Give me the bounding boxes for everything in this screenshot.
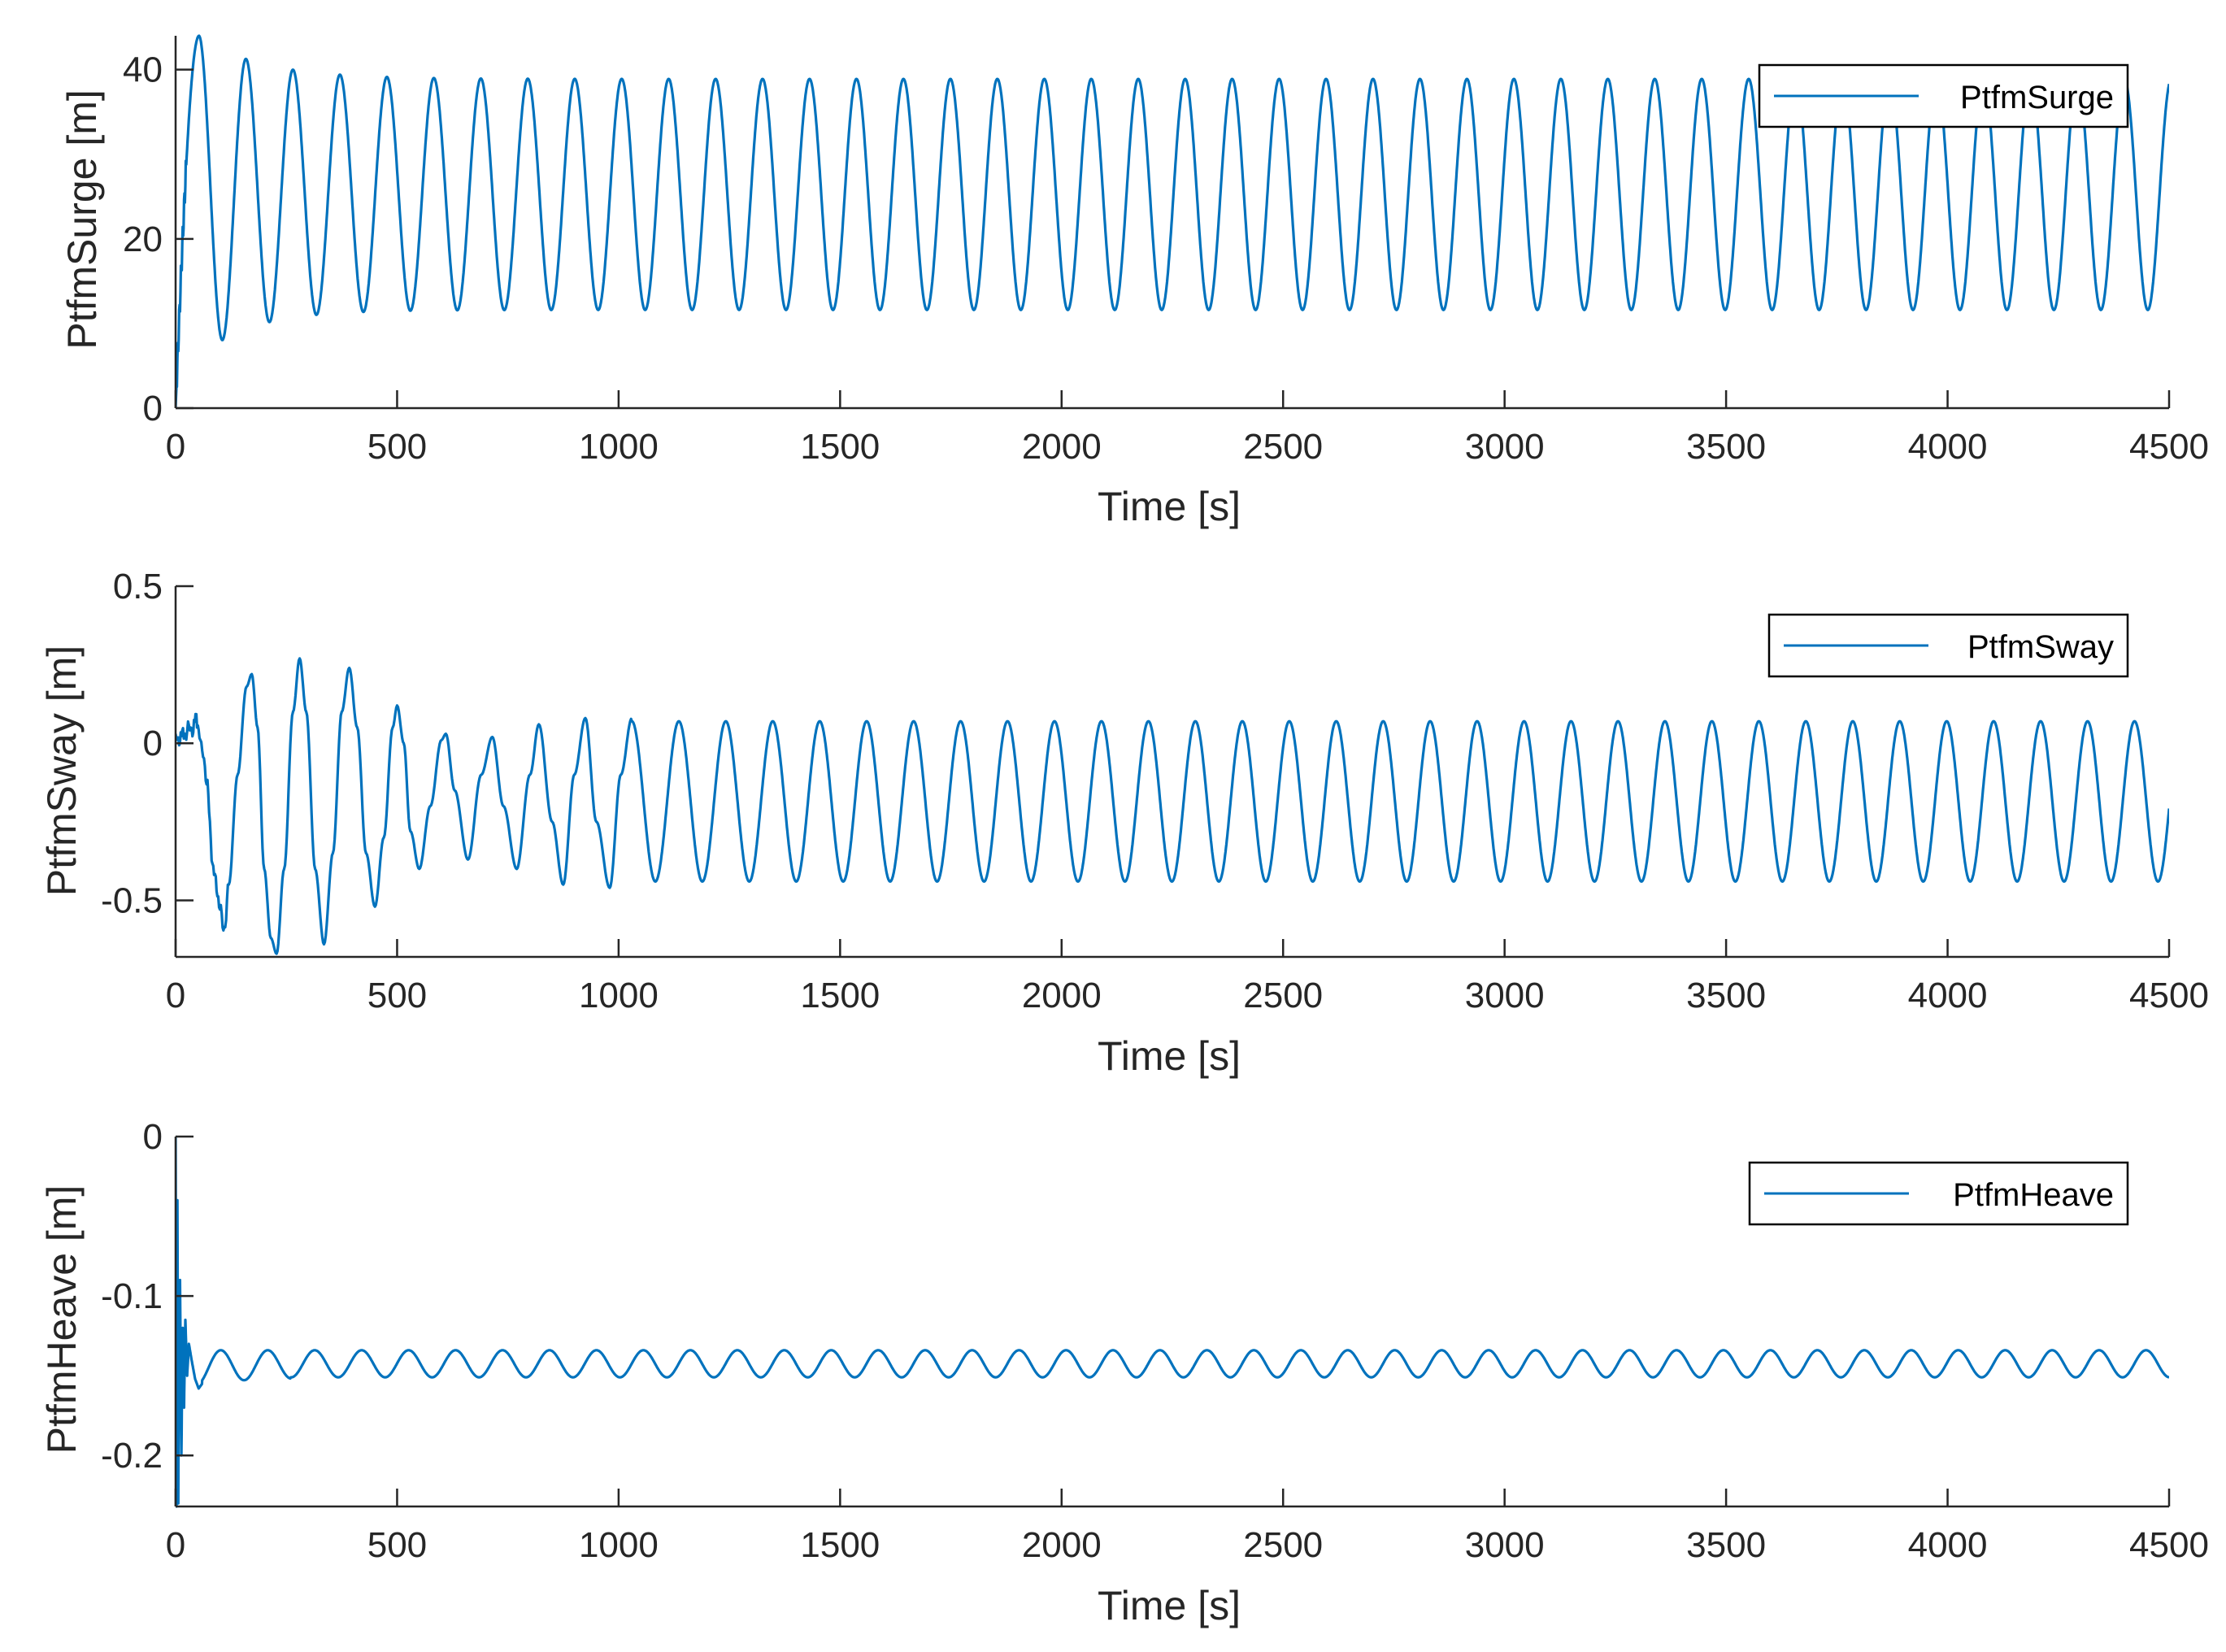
surge-xtick-label: 3000 — [1465, 427, 1545, 467]
sway-series-line — [176, 657, 2169, 955]
surge-xtick-label: 3500 — [1686, 427, 1766, 467]
sway-xtick-label: 4500 — [2129, 976, 2209, 1015]
subplot-heave: 0 500 1000 1500 2000 2500 3000 3500 4000 4500 -0.2… — [39, 1117, 2209, 1628]
subplot-surge: 0 500 1000 1500 2000 2500 3000 3500 4000 4500 0 20 4… — [59, 34, 2209, 529]
surge-xtick-label: 500 — [367, 427, 427, 467]
surge-xtick-label: 2000 — [1022, 427, 1102, 467]
sway-axes — [174, 586, 2169, 959]
sway-ytick-label: -0.5 — [101, 880, 163, 920]
heave-xlabel: Time [s] — [1098, 1583, 1241, 1628]
surge-xtick-label: 2500 — [1243, 427, 1323, 467]
sway-xtick-label: 500 — [367, 976, 427, 1015]
heave-ticks: 0 500 1000 1500 2000 2500 3000 3500 4000 4500 -0.2… — [101, 1117, 2209, 1565]
heave-ytick-label: -0.1 — [101, 1276, 163, 1316]
heave-series-line — [176, 1136, 2169, 1508]
heave-axes — [174, 1137, 2169, 1508]
sway-ytick-label: 0.5 — [113, 567, 163, 606]
sway-xtick-label: 0 — [166, 976, 185, 1015]
heave-xtick-label: 1000 — [579, 1525, 659, 1565]
sway-series-layer — [176, 657, 2169, 955]
surge-ticks: 0 500 1000 1500 2000 2500 3000 3500 4000 4500 0 20 4… — [123, 50, 2209, 467]
heave-xtick-label: 3000 — [1465, 1525, 1545, 1565]
sway-xlabel: Time [s] — [1098, 1033, 1241, 1079]
heave-legend-label: PtfmHeave — [1953, 1177, 2114, 1213]
surge-ytick-label: 40 — [123, 50, 163, 90]
surge-ylabel: PtfmSurge [m] — [59, 89, 105, 350]
sway-xtick-label: 3500 — [1686, 976, 1766, 1015]
heave-xtick-label: 2500 — [1243, 1525, 1323, 1565]
sway-xtick-label: 2500 — [1243, 976, 1323, 1015]
sway-xtick-label: 4000 — [1908, 976, 1988, 1015]
sway-ytick-label: 0 — [143, 724, 163, 763]
heave-xtick-label: 4000 — [1908, 1525, 1988, 1565]
heave-ytick-label: 0 — [143, 1117, 163, 1157]
heave-xtick-label: 4500 — [2129, 1525, 2209, 1565]
sway-ticks: 0 500 1000 1500 2000 2500 3000 3500 4000 4500 -0.5… — [101, 567, 2209, 1015]
heave-xtick-label: 2000 — [1022, 1525, 1102, 1565]
heave-legend: PtfmHeave — [1748, 1161, 2129, 1226]
sway-xtick-label: 1500 — [800, 976, 880, 1015]
heave-xtick-label: 0 — [166, 1525, 185, 1565]
surge-legend-label: PtfmSurge — [1960, 80, 2114, 115]
surge-ytick-label: 20 — [123, 220, 163, 259]
sway-legend: PtfmSway — [1767, 613, 2129, 678]
sway-xtick-label: 1000 — [579, 976, 659, 1015]
surge-xtick-label: 4000 — [1908, 427, 1988, 467]
heave-xtick-label: 1500 — [800, 1525, 880, 1565]
heave-xtick-label: 3500 — [1686, 1525, 1766, 1565]
sway-ylabel: PtfmSway [m] — [39, 646, 85, 896]
sway-xtick-label: 2000 — [1022, 976, 1102, 1015]
heave-xtick-label: 500 — [367, 1525, 427, 1565]
subplot-sway: 0 500 1000 1500 2000 2500 3000 3500 4000 4500 -0.5… — [39, 567, 2209, 1079]
surge-xlabel: Time [s] — [1098, 484, 1241, 529]
surge-legend: PtfmSurge — [1758, 63, 2129, 128]
heave-series-layer — [176, 1136, 2169, 1508]
heave-ylabel: PtfmHeave [m] — [39, 1185, 85, 1454]
heave-ytick-label: -0.2 — [101, 1436, 163, 1476]
surge-xtick-label: 0 — [166, 427, 185, 467]
sway-legend-label: PtfmSway — [1967, 629, 2114, 665]
surge-ytick-label: 0 — [143, 389, 163, 428]
surge-xtick-label: 1000 — [579, 427, 659, 467]
sway-xtick-label: 3000 — [1465, 976, 1545, 1015]
surge-axes — [174, 36, 2169, 410]
surge-xtick-label: 1500 — [800, 427, 880, 467]
surge-xtick-label: 4500 — [2129, 427, 2209, 467]
